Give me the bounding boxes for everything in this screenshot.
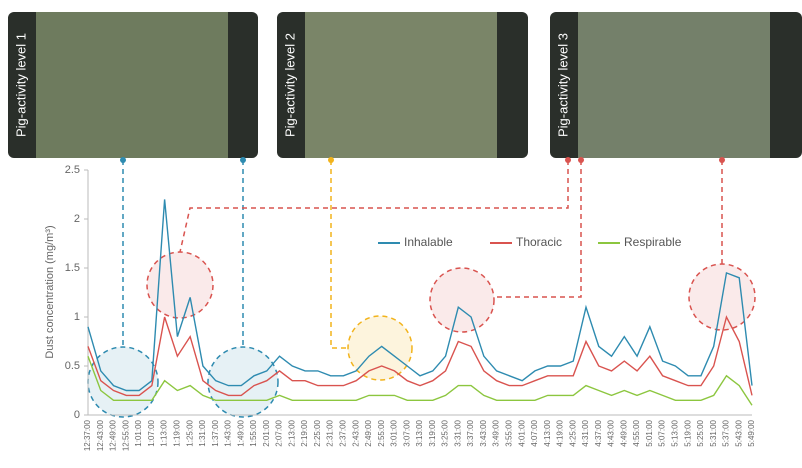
x-tick-label: 4:25:00 xyxy=(568,419,577,446)
connector xyxy=(494,160,582,298)
x-tick-label: 3:13:00 xyxy=(415,419,424,446)
connectors xyxy=(87,160,756,418)
x-tick-label: 4:07:00 xyxy=(530,419,539,446)
photo-image xyxy=(36,12,228,158)
photo-label: Pig-activity level 3 xyxy=(555,33,570,137)
x-tick-label: 3:07:00 xyxy=(402,419,411,446)
x-tick-label: 5:37:00 xyxy=(722,419,731,446)
x-tick-label: 3:49:00 xyxy=(492,419,501,446)
x-tick-label: 2:31:00 xyxy=(326,419,335,446)
x-tick-label: 5:07:00 xyxy=(658,419,667,446)
x-tick-label: 1:49:00 xyxy=(236,419,245,446)
dot xyxy=(719,157,725,163)
x-tick-label: 2:49:00 xyxy=(364,419,373,446)
connector xyxy=(330,160,348,349)
x-tick-label: 1:55:00 xyxy=(249,419,258,446)
legend-label: Respirable xyxy=(624,235,682,249)
x-tick-label: 1:13:00 xyxy=(160,419,169,446)
x-tick-label: 1:01:00 xyxy=(134,419,143,446)
x-tick-label: 4:37:00 xyxy=(594,419,603,446)
x-tick-label: 2:07:00 xyxy=(275,419,284,446)
x-tick-label: 1:25:00 xyxy=(185,419,194,446)
x-tick-label: 4:19:00 xyxy=(556,419,565,446)
dot xyxy=(328,157,334,163)
dot xyxy=(120,157,126,163)
y-tick-label: 2 xyxy=(74,213,80,225)
x-tick-label: 2:13:00 xyxy=(287,419,296,446)
highlight xyxy=(429,267,495,333)
x-tick-label: 4:43:00 xyxy=(607,419,616,446)
x-tick-label: 1:19:00 xyxy=(172,419,181,446)
photo-image xyxy=(305,12,497,158)
x-tick-label: 1:43:00 xyxy=(224,419,233,446)
photo-label: Pig-activity level 2 xyxy=(282,33,297,137)
legend-label: Thoracic xyxy=(516,235,562,249)
x-tick-label: 5:43:00 xyxy=(734,419,743,446)
x-tick-label: 2:43:00 xyxy=(351,419,360,446)
x-tick-label: 4:01:00 xyxy=(517,419,526,446)
x-tick-label: 5:49:00 xyxy=(747,419,756,446)
series-line xyxy=(87,355,753,406)
x-tick-label: 1:31:00 xyxy=(198,419,207,446)
y-tick-label: 1.5 xyxy=(65,262,80,274)
x-tick-label: 2:37:00 xyxy=(338,419,347,446)
x-tick-label: 12:49:00 xyxy=(109,419,118,451)
x-tick-label: 3:19:00 xyxy=(428,419,437,446)
x-tick-label: 5:13:00 xyxy=(670,419,679,446)
x-tick-label: 3:25:00 xyxy=(441,419,450,446)
x-tick-label: 4:49:00 xyxy=(619,419,628,446)
x-tick-label: 12:37:00 xyxy=(83,419,92,451)
highlight xyxy=(87,346,159,418)
x-tick-label: 12:43:00 xyxy=(96,419,105,451)
x-tick-label: 5:25:00 xyxy=(696,419,705,446)
connector xyxy=(179,160,569,253)
highlight xyxy=(207,346,279,418)
x-tick-label: 12:55:00 xyxy=(121,419,130,451)
y-tick-label: 1 xyxy=(74,311,80,323)
x-tick-label: 2:55:00 xyxy=(377,419,386,446)
y-tick-label: 2.5 xyxy=(65,164,80,176)
photo-label: Pig-activity level 1 xyxy=(13,33,28,137)
x-tick-label: 1:37:00 xyxy=(211,419,220,446)
x-tick-label: 4:55:00 xyxy=(632,419,641,446)
legend-label: Inhalable xyxy=(404,235,453,249)
x-tick-label: 2:01:00 xyxy=(262,419,271,446)
dot xyxy=(578,157,584,163)
dot xyxy=(240,157,246,163)
y-tick-label: 0 xyxy=(74,409,80,421)
x-tick-label: 2:19:00 xyxy=(300,419,309,446)
series-line xyxy=(87,315,753,397)
x-tick-label: 5:19:00 xyxy=(683,419,692,446)
x-tick-label: 2:25:00 xyxy=(313,419,322,446)
x-tick-label: 3:43:00 xyxy=(479,419,488,446)
series-line xyxy=(87,199,753,392)
x-tick-label: 5:31:00 xyxy=(709,419,718,446)
x-tick-label: 5:01:00 xyxy=(645,419,654,446)
x-tick-label: 4:13:00 xyxy=(543,419,552,446)
x-tick-label: 3:31:00 xyxy=(453,419,462,446)
y-tick-label: 0.5 xyxy=(65,360,80,372)
x-tick-label: 4:31:00 xyxy=(581,419,590,446)
x-tick-label: 3:55:00 xyxy=(504,419,513,446)
dot xyxy=(565,157,571,163)
x-tick-label: 1:07:00 xyxy=(147,419,156,446)
x-tick-label: 3:37:00 xyxy=(466,419,475,446)
y-axis-title: Dust concentration (mg/m³) xyxy=(44,225,56,358)
photo-image xyxy=(578,12,770,158)
x-tick-label: 3:01:00 xyxy=(390,419,399,446)
